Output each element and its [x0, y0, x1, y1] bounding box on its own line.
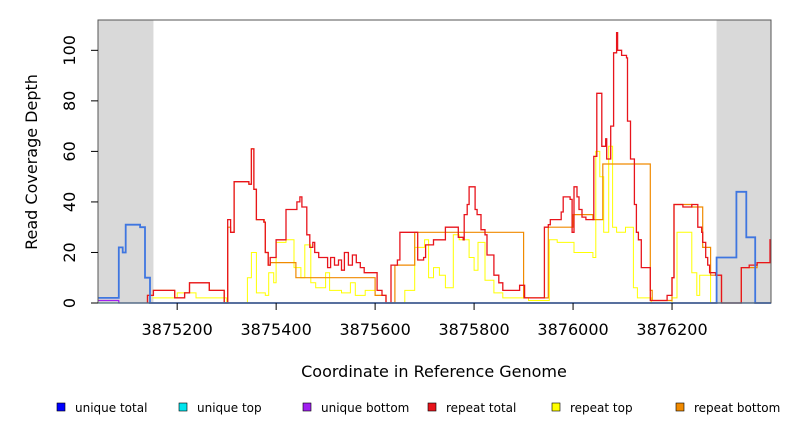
y-tick-label: 40: [60, 192, 79, 212]
legend: unique total unique top unique bottom repea…: [56, 401, 780, 415]
legend-label-unique-top: unique top: [197, 401, 262, 415]
y-axis: 0 20 40 60 80 100: [60, 35, 98, 308]
legend-label-repeat-total: repeat total: [446, 401, 516, 415]
legend-swatch-repeat-top: [551, 402, 561, 412]
y-tick-label: 20: [60, 242, 79, 262]
x-axis-label: Coordinate in Reference Genome: [301, 362, 567, 381]
x-axis: 3875200 3875400 3875600 3875800 3876000 38762…: [142, 303, 708, 339]
series-repeat-total: [146, 31, 771, 304]
x-tick-label: 3875200: [142, 320, 213, 339]
legend-swatch-repeat-total: [427, 402, 437, 412]
y-tick-label: 60: [60, 141, 79, 161]
shaded-regions: [98, 20, 771, 303]
x-tick-label: 3876200: [636, 320, 707, 339]
x-tick-label: 3875600: [339, 320, 410, 339]
y-axis-label: Read Coverage Depth: [22, 74, 41, 250]
plot-frame: [97, 19, 772, 304]
legend-swatch-repeat-bottom: [675, 402, 685, 412]
legend-label-unique-total: unique total: [75, 401, 147, 415]
x-tick-label: 3876000: [537, 320, 608, 339]
legend-label-unique-bottom: unique bottom: [321, 401, 409, 415]
legend-swatch-unique-bottom: [302, 402, 312, 412]
series-lines: [98, 31, 771, 304]
legend-label-repeat-bottom: repeat bottom: [694, 401, 780, 415]
y-tick-label: 100: [60, 35, 79, 66]
legend-swatch-unique-total: [56, 402, 66, 412]
x-tick-label: 3875400: [241, 320, 312, 339]
y-tick-label: 0: [60, 298, 79, 308]
legend-label-repeat-top: repeat top: [570, 401, 633, 415]
x-tick-label: 3875800: [438, 320, 509, 339]
series-repeat-top: [152, 145, 771, 304]
y-tick-label: 80: [60, 91, 79, 111]
shaded-region-2: [716, 20, 771, 303]
legend-swatch-unique-top: [178, 402, 188, 412]
series-unique-total: [98, 190, 771, 304]
